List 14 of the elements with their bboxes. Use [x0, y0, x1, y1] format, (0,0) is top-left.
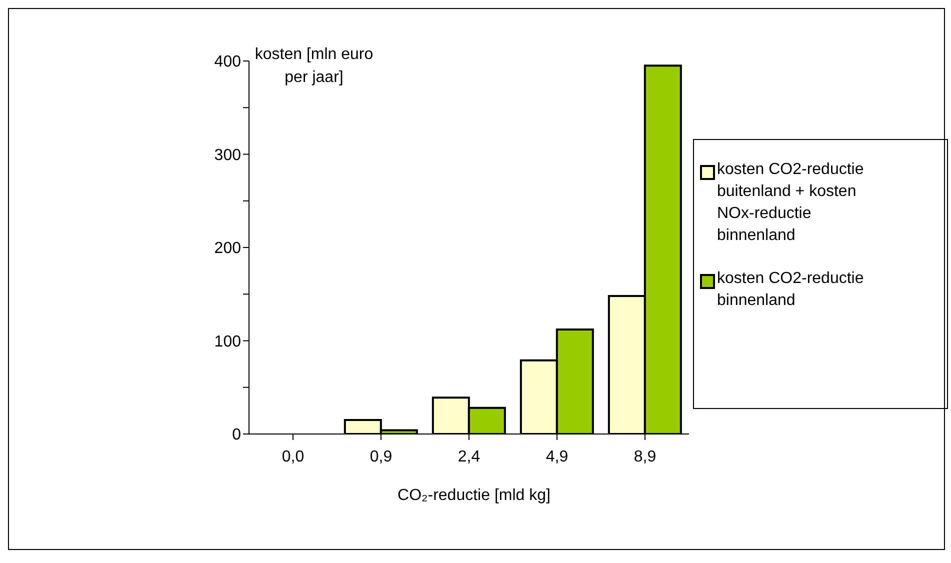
x-tick-label: 8,9: [634, 448, 656, 466]
y-tick-label: 400: [214, 54, 242, 71]
x-axis-title: CO₂-reductie [mld kg]: [396, 487, 552, 505]
x-tick-label: 2,4: [458, 448, 480, 466]
legend-label: kosten CO2-reductie buitenland + kosten NOx-reductie binnenland: [717, 160, 865, 246]
y-axis-title: kosten [mln euro per jaar]: [254, 45, 374, 88]
y-tick-label: 0: [232, 426, 242, 444]
y-tick-label: 200: [214, 240, 242, 258]
y-tick-label: 100: [214, 333, 242, 350]
y-tick-label: 300: [214, 146, 242, 164]
x-tick-label: 4,9: [546, 448, 568, 466]
legend-label: kosten CO2-reductie binnenland: [717, 269, 865, 311]
x-tick-label: 0,9: [370, 448, 392, 466]
x-tick-label: 0,0: [282, 448, 304, 466]
